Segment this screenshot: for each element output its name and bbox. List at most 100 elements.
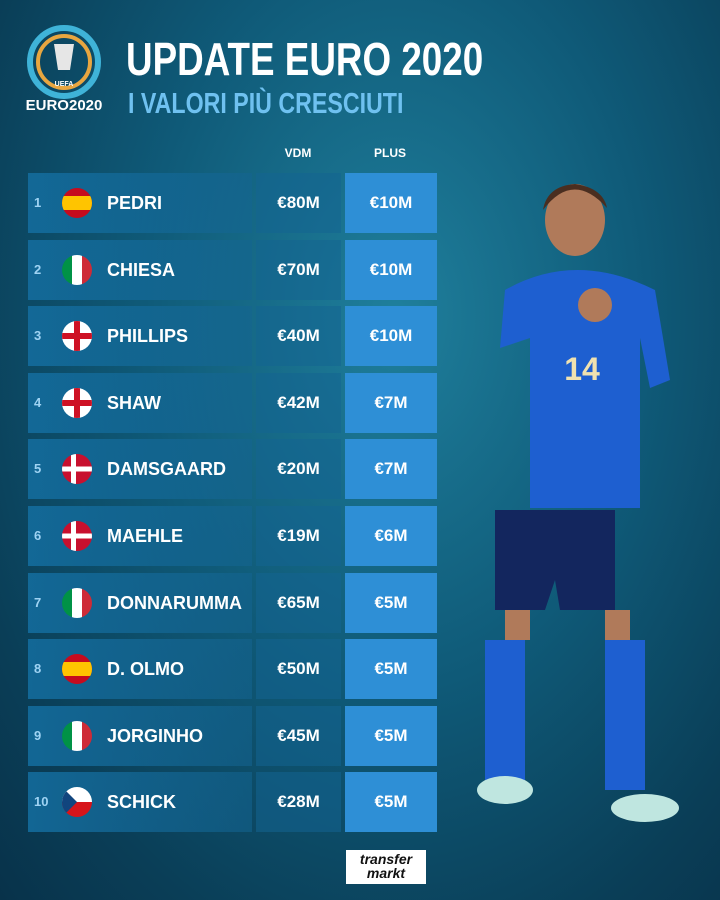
rank: 4: [34, 394, 42, 410]
brand-bottom: markt: [366, 865, 406, 881]
table-row: 4 SHAW €42M €7M: [28, 372, 438, 433]
flag-part: [62, 196, 92, 210]
flag-part: [62, 662, 92, 677]
column-header: PLUS: [373, 146, 406, 160]
player-head: [545, 184, 605, 256]
flag-part: [62, 333, 92, 340]
plus-value: €10M: [369, 193, 413, 212]
subtitle: I VALORI PIÙ CRESCIUTI: [128, 88, 404, 120]
flag-part: [62, 720, 72, 751]
rank: 3: [34, 328, 42, 344]
flag-part: [62, 466, 92, 472]
vdm-cell: [256, 306, 341, 367]
logo-text: EURO2020: [26, 97, 103, 114]
rank: 6: [34, 528, 42, 543]
table-row: 9 JORGINHO €45M €5M: [28, 705, 438, 766]
plus-cell: [345, 506, 437, 566]
vdm-cell: [256, 239, 341, 300]
vdm-value: €19M: [277, 526, 320, 545]
column-header: VDM: [284, 146, 312, 160]
rank: 5: [34, 461, 42, 477]
plus-value: €7M: [374, 459, 408, 479]
rank: 8: [34, 661, 42, 677]
vdm-cell: [256, 705, 341, 766]
flag: [62, 787, 92, 818]
plus-value: €10M: [369, 259, 413, 279]
vdm-cell: [256, 439, 341, 500]
player-boot: [477, 776, 533, 804]
player-name: DAMSGAARD: [107, 459, 226, 480]
flag-part: [62, 399, 92, 406]
player-name: DONNARUMMA: [107, 592, 242, 613]
plus-value: €5M: [374, 592, 408, 612]
flag-part: [62, 787, 77, 818]
player-shirt: [500, 270, 670, 508]
player-leg: [605, 610, 630, 640]
flag-part: [82, 587, 92, 618]
plus-value: €10M: [369, 326, 413, 346]
logo-ring: [27, 25, 101, 99]
player-name: SHAW: [107, 392, 161, 413]
flag-part: [82, 720, 92, 751]
table-row: 8 D. OLMO €50M €5M: [28, 639, 438, 700]
plus-value: €6M: [374, 526, 408, 545]
title: UPDATE EURO 2020: [126, 33, 484, 85]
flag-part: [62, 587, 72, 618]
brand-logo: transfer markt: [346, 850, 426, 884]
flag: [62, 587, 92, 618]
plus-cell: [345, 439, 437, 500]
flag: [62, 454, 92, 485]
player-name: D. OLMO: [107, 659, 184, 680]
flag: [62, 521, 92, 551]
rank: 10: [34, 794, 49, 810]
vdm-value: €80M: [277, 193, 320, 212]
vdm-value: €70M: [277, 259, 320, 279]
player-sock: [485, 640, 525, 780]
plus-value: €5M: [374, 792, 408, 812]
plus-cell: [345, 639, 437, 700]
vdm-cell: [256, 772, 341, 833]
flag-part: [72, 720, 82, 751]
logo: UEFA EURO2020: [26, 25, 103, 114]
flag-part: [72, 254, 82, 285]
player-leg: [505, 610, 530, 640]
rank: 7: [34, 594, 42, 610]
flag-part: [62, 254, 72, 285]
brand-top: transfer: [359, 851, 413, 867]
table-row: 2 CHIESA €70M €10M: [28, 239, 438, 300]
player-boot: [611, 794, 679, 822]
vdm-value: €28M: [277, 792, 320, 812]
logo-top: UEFA: [55, 81, 74, 88]
vdm-cell: [256, 639, 341, 700]
flag: [62, 254, 92, 285]
flag-part: [72, 587, 82, 618]
player-name: SCHICK: [107, 792, 177, 813]
plus-value: €5M: [374, 659, 408, 679]
player-name: CHIESA: [107, 259, 176, 280]
plus-cell: [345, 173, 437, 233]
rank: 9: [34, 727, 42, 743]
flag: [62, 654, 92, 685]
logo-trophy: [54, 44, 74, 70]
plus-cell: [345, 772, 437, 833]
vdm-value: €20M: [277, 459, 320, 479]
logo-ring: [36, 34, 92, 90]
vdm-value: €45M: [277, 725, 320, 745]
table-row: 10 SCHICK €28M €5M: [28, 772, 438, 833]
player-name: JORGINHO: [107, 725, 204, 746]
player-sock: [605, 640, 645, 790]
player-name: PEDRI: [107, 193, 163, 213]
player-hair: [543, 184, 607, 210]
vdm-cell: [256, 372, 341, 433]
player-name: MAEHLE: [107, 526, 183, 546]
plus-value: €7M: [374, 392, 408, 412]
player: 14: [477, 184, 679, 822]
vdm-cell: [256, 572, 341, 633]
flag-part: [82, 254, 92, 285]
vdm-cell: [256, 506, 341, 566]
vdm-value: €65M: [277, 592, 320, 612]
vdm-value: €50M: [277, 659, 320, 679]
vdm-value: €42M: [277, 392, 320, 412]
plus-cell: [345, 705, 437, 766]
